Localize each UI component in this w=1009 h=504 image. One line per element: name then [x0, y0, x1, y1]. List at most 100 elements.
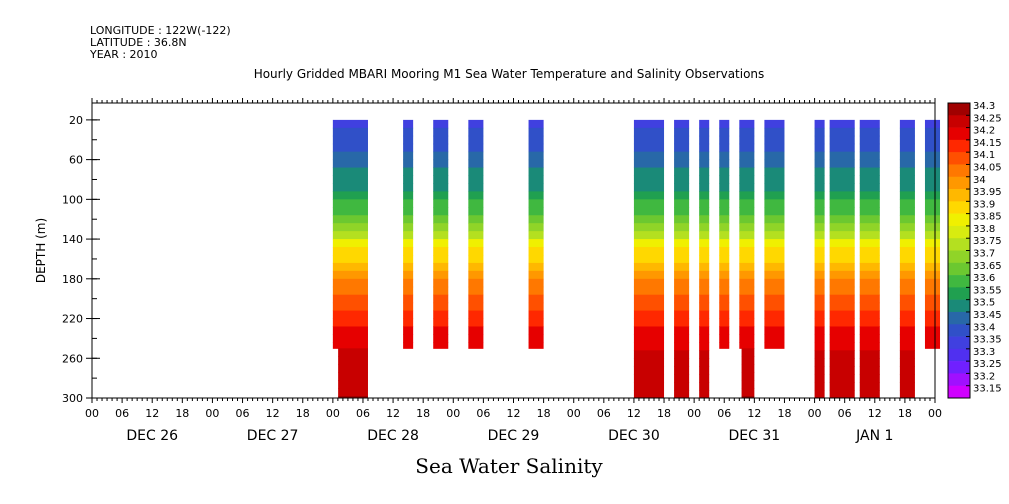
salinity-cell	[674, 175, 690, 184]
salinity-cell	[528, 342, 544, 349]
salinity-cell	[633, 286, 665, 296]
salinity-cell	[899, 119, 915, 129]
salinity-cell	[899, 294, 915, 304]
salinity-cell	[764, 278, 785, 288]
salinity-cell	[719, 342, 730, 349]
salinity-cell	[468, 334, 484, 343]
salinity-cell	[814, 374, 825, 383]
colorbar-label: 34.15	[973, 138, 1002, 149]
salinity-cell	[528, 302, 544, 312]
colorbar-swatch	[948, 127, 970, 141]
salinity-cell	[764, 334, 785, 343]
salinity-cell	[859, 207, 880, 216]
salinity-cell	[739, 207, 755, 216]
salinity-cell	[829, 342, 855, 351]
salinity-cell	[829, 254, 855, 264]
salinity-cell	[859, 270, 880, 280]
salinity-cell	[633, 199, 665, 208]
x-hour-tick-label: 00	[85, 407, 99, 420]
salinity-cell	[719, 302, 730, 312]
salinity-cell	[403, 302, 414, 312]
salinity-cell	[332, 191, 368, 200]
salinity-cell	[719, 159, 730, 169]
salinity-cell	[764, 318, 785, 327]
salinity-cell	[859, 199, 880, 208]
colorbar-label: 33.65	[973, 261, 1002, 272]
salinity-cell	[829, 167, 855, 177]
colorbar-swatch	[948, 287, 970, 300]
salinity-cell	[829, 223, 855, 232]
salinity-cell	[633, 167, 665, 177]
salinity-cell	[528, 247, 544, 256]
observation-column	[699, 119, 710, 399]
salinity-cell	[332, 278, 368, 288]
salinity-cell	[433, 143, 449, 153]
salinity-cell	[859, 390, 880, 399]
salinity-cell	[829, 231, 855, 240]
salinity-cell	[859, 239, 880, 248]
salinity-cell	[899, 215, 915, 224]
salinity-cell	[899, 207, 915, 216]
salinity-cell	[528, 278, 544, 288]
salinity-cell	[433, 127, 449, 137]
salinity-cell	[528, 183, 544, 192]
salinity-cell	[403, 326, 414, 335]
salinity-cell	[332, 334, 368, 343]
salinity-cell	[468, 310, 484, 320]
colorbar-label: 33.5	[973, 298, 995, 309]
salinity-cell	[829, 286, 855, 296]
salinity-cell	[829, 390, 855, 399]
x-hour-tick-label: 18	[898, 407, 912, 420]
salinity-cell	[741, 364, 755, 373]
salinity-cell	[764, 167, 785, 177]
colorbar-label: 34	[973, 175, 986, 186]
salinity-cell	[403, 175, 414, 184]
salinity-cell	[403, 135, 414, 145]
salinity-cell	[739, 191, 755, 200]
salinity-cell	[899, 151, 915, 161]
salinity-cell	[403, 207, 414, 216]
salinity-cell	[633, 326, 665, 335]
salinity-cell	[528, 207, 544, 216]
salinity-cell	[829, 302, 855, 312]
salinity-cell	[739, 247, 755, 256]
salinity-cell	[814, 159, 825, 169]
salinity-cell	[829, 159, 855, 169]
salinity-cell	[899, 286, 915, 296]
observation-column	[674, 119, 690, 399]
salinity-cell	[403, 183, 414, 192]
x-hour-tick-label: 12	[507, 407, 521, 420]
salinity-cell	[814, 175, 825, 184]
salinity-cell	[739, 199, 755, 208]
salinity-cell	[814, 231, 825, 240]
observation-columns	[332, 119, 941, 399]
x-hour-tick-label: 06	[356, 407, 370, 420]
salinity-cell	[433, 191, 449, 200]
colorbar-swatch	[948, 275, 970, 288]
salinity-cell	[699, 390, 710, 399]
salinity-cell	[739, 135, 755, 145]
salinity-cell	[699, 151, 710, 161]
salinity-cell	[739, 270, 755, 280]
x-day-label: DEC 28	[367, 428, 419, 444]
salinity-cell	[433, 231, 449, 240]
salinity-cell	[829, 326, 855, 335]
salinity-cell	[719, 183, 730, 192]
salinity-cell	[859, 326, 880, 335]
salinity-cell	[433, 239, 449, 248]
observation-column	[403, 119, 414, 349]
salinity-cell	[739, 143, 755, 153]
salinity-cell	[814, 262, 825, 272]
salinity-cell	[633, 366, 665, 375]
x-hour-tick-label: 06	[236, 407, 250, 420]
salinity-cell	[528, 159, 544, 169]
colorbar-swatch	[948, 152, 970, 165]
salinity-cell	[739, 127, 755, 137]
salinity-cell	[814, 302, 825, 312]
salinity-cell	[719, 167, 730, 177]
salinity-cell	[814, 342, 825, 351]
salinity-cell	[899, 342, 915, 351]
salinity-cell	[924, 167, 941, 177]
observation-column	[924, 119, 941, 349]
y-tick-label: 260	[62, 352, 83, 365]
